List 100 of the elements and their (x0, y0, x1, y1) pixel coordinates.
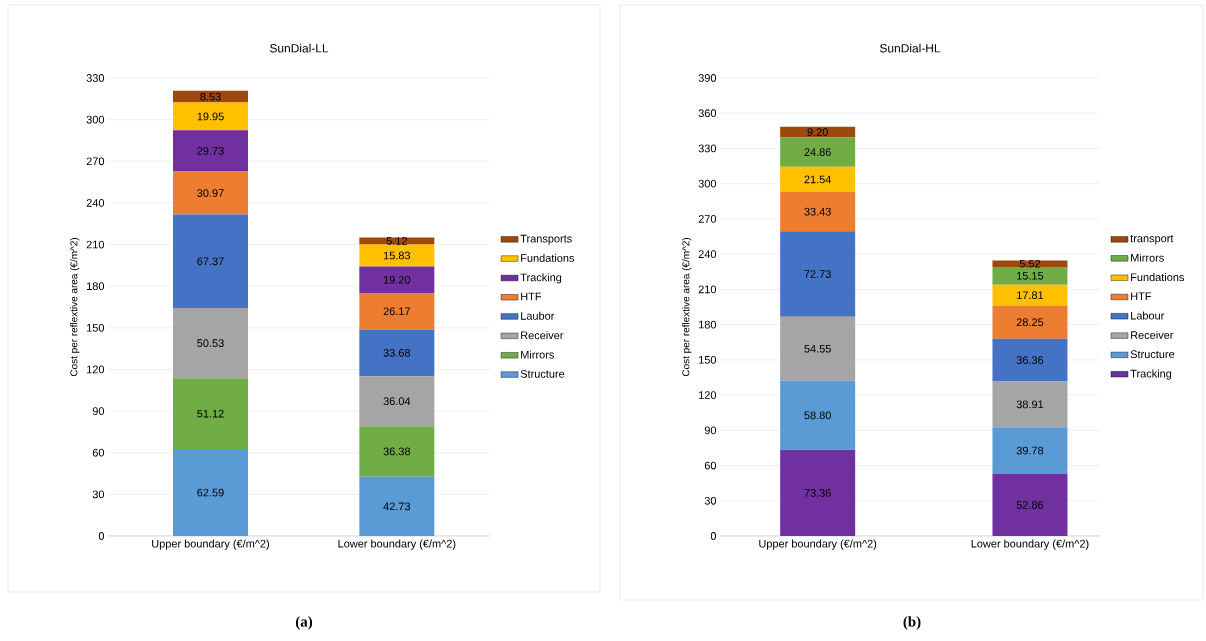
bar (780, 380, 856, 450)
data-label: 26.17 (383, 307, 410, 316)
data-label: 5.12 (386, 237, 407, 245)
bar (992, 338, 1068, 382)
y-tick-label: 30 (704, 496, 717, 505)
y-tick-label: 120 (87, 365, 105, 374)
y-tick-label: 120 (699, 391, 717, 399)
legend-label: Fundations (1131, 273, 1185, 282)
bar (359, 476, 435, 536)
data-label: 50.53 (197, 339, 224, 347)
data-label: 73.36 (804, 489, 831, 497)
data-label: 19.20 (383, 275, 411, 284)
chart-title: SunDial-HL (879, 43, 941, 53)
data-label: 36.38 (383, 447, 411, 456)
x-tick-label: Upper boundary (€/m^2) (759, 539, 877, 550)
y-tick-label: 0 (98, 532, 105, 540)
y-tick-label: 210 (86, 240, 105, 249)
bar (359, 244, 435, 267)
bar (992, 381, 1068, 428)
y-tick-label: 360 (698, 109, 717, 118)
bar (173, 102, 248, 131)
bar (359, 237, 435, 245)
y-tick-label: 330 (86, 74, 105, 82)
bar (359, 266, 435, 294)
data-label: 38.91 (1016, 400, 1044, 409)
data-label: 21.54 (804, 175, 832, 184)
bar (992, 266, 1068, 285)
y-tick-label: 180 (87, 282, 105, 291)
data-label: 33.43 (804, 207, 831, 216)
legend-label: Mirrors (521, 350, 554, 359)
data-label: 52.86 (1016, 501, 1044, 509)
bar (992, 284, 1068, 306)
data-label: 36.04 (383, 397, 411, 406)
y-tick-label: 270 (86, 157, 105, 166)
bar (780, 316, 856, 381)
bar (359, 426, 435, 477)
data-label: 9.20 (807, 128, 828, 137)
bar (780, 137, 856, 167)
bar (173, 449, 248, 536)
data-label: 54.55 (804, 344, 831, 353)
bar (173, 378, 248, 450)
y-tick-label: 30 (92, 490, 105, 499)
y-tick-label: 210 (698, 285, 717, 294)
text: (b) (903, 616, 921, 630)
bar (780, 166, 856, 193)
y-tick-label: 0 (710, 532, 717, 540)
legend-label: HTF (521, 292, 542, 301)
legend-label: Receiver (521, 331, 564, 340)
data-label: 58.80 (804, 411, 831, 420)
y-tick-label: 90 (92, 407, 105, 415)
data-label: 29.73 (197, 147, 224, 155)
data-label: 8.53 (200, 92, 221, 101)
y-tick-label: 150 (699, 355, 717, 364)
bar (992, 260, 1068, 267)
bar (780, 126, 856, 138)
data-label: 5.52 (1019, 259, 1041, 268)
y-axis-title: Cost per reflextive area (€/m^2) (70, 238, 80, 377)
legend-label: Laubor (521, 311, 555, 320)
y-tick-label: 60 (704, 461, 717, 470)
bar (992, 473, 1068, 536)
bar (173, 308, 248, 379)
bar (780, 449, 856, 536)
bar (359, 376, 435, 427)
y-tick-label: 270 (698, 215, 717, 223)
y-tick-label: 180 (699, 320, 717, 329)
data-label: 24.86 (804, 148, 831, 157)
legend-label: HTF (1131, 292, 1152, 301)
data-label: 36.36 (1016, 356, 1044, 365)
data-label: 51.12 (197, 409, 224, 418)
chart-title: SunDial-LL (269, 43, 329, 53)
legend-label: Structure (520, 369, 565, 378)
bar (780, 231, 856, 317)
data-label: 15.83 (383, 251, 411, 260)
y-tick-label: 300 (86, 115, 105, 124)
x-tick-label: Lower boundary (€/m^2) (971, 539, 1089, 550)
y-tick-label: 240 (86, 199, 105, 207)
data-label: 30.97 (197, 189, 224, 197)
legend-label: Transports (520, 234, 572, 245)
y-tick-label: 90 (704, 426, 717, 435)
legend-label: Mirrors (1131, 253, 1164, 262)
data-label: 62.59 (197, 488, 224, 497)
data-label: 67.37 (197, 257, 224, 266)
data-label: 15.15 (1017, 272, 1044, 280)
legend-label: Labour (1131, 311, 1165, 320)
bar (173, 214, 248, 309)
bar (173, 171, 248, 215)
legend-label: Tracking (1130, 369, 1172, 380)
data-label: 72.73 (804, 270, 831, 278)
y-tick-label: 390 (698, 74, 717, 82)
legend-label: Receiver (1131, 330, 1174, 339)
bar (173, 130, 248, 172)
y-tick-label: 60 (92, 448, 105, 457)
legend-label: Tracking (520, 273, 562, 284)
bar (992, 305, 1068, 339)
bar (359, 329, 435, 377)
y-tick-label: 330 (698, 144, 717, 153)
y-tick-label: 300 (698, 179, 717, 188)
data-label: 17.81 (1017, 291, 1044, 300)
data-label: 19.95 (197, 112, 224, 121)
bar (359, 293, 435, 330)
